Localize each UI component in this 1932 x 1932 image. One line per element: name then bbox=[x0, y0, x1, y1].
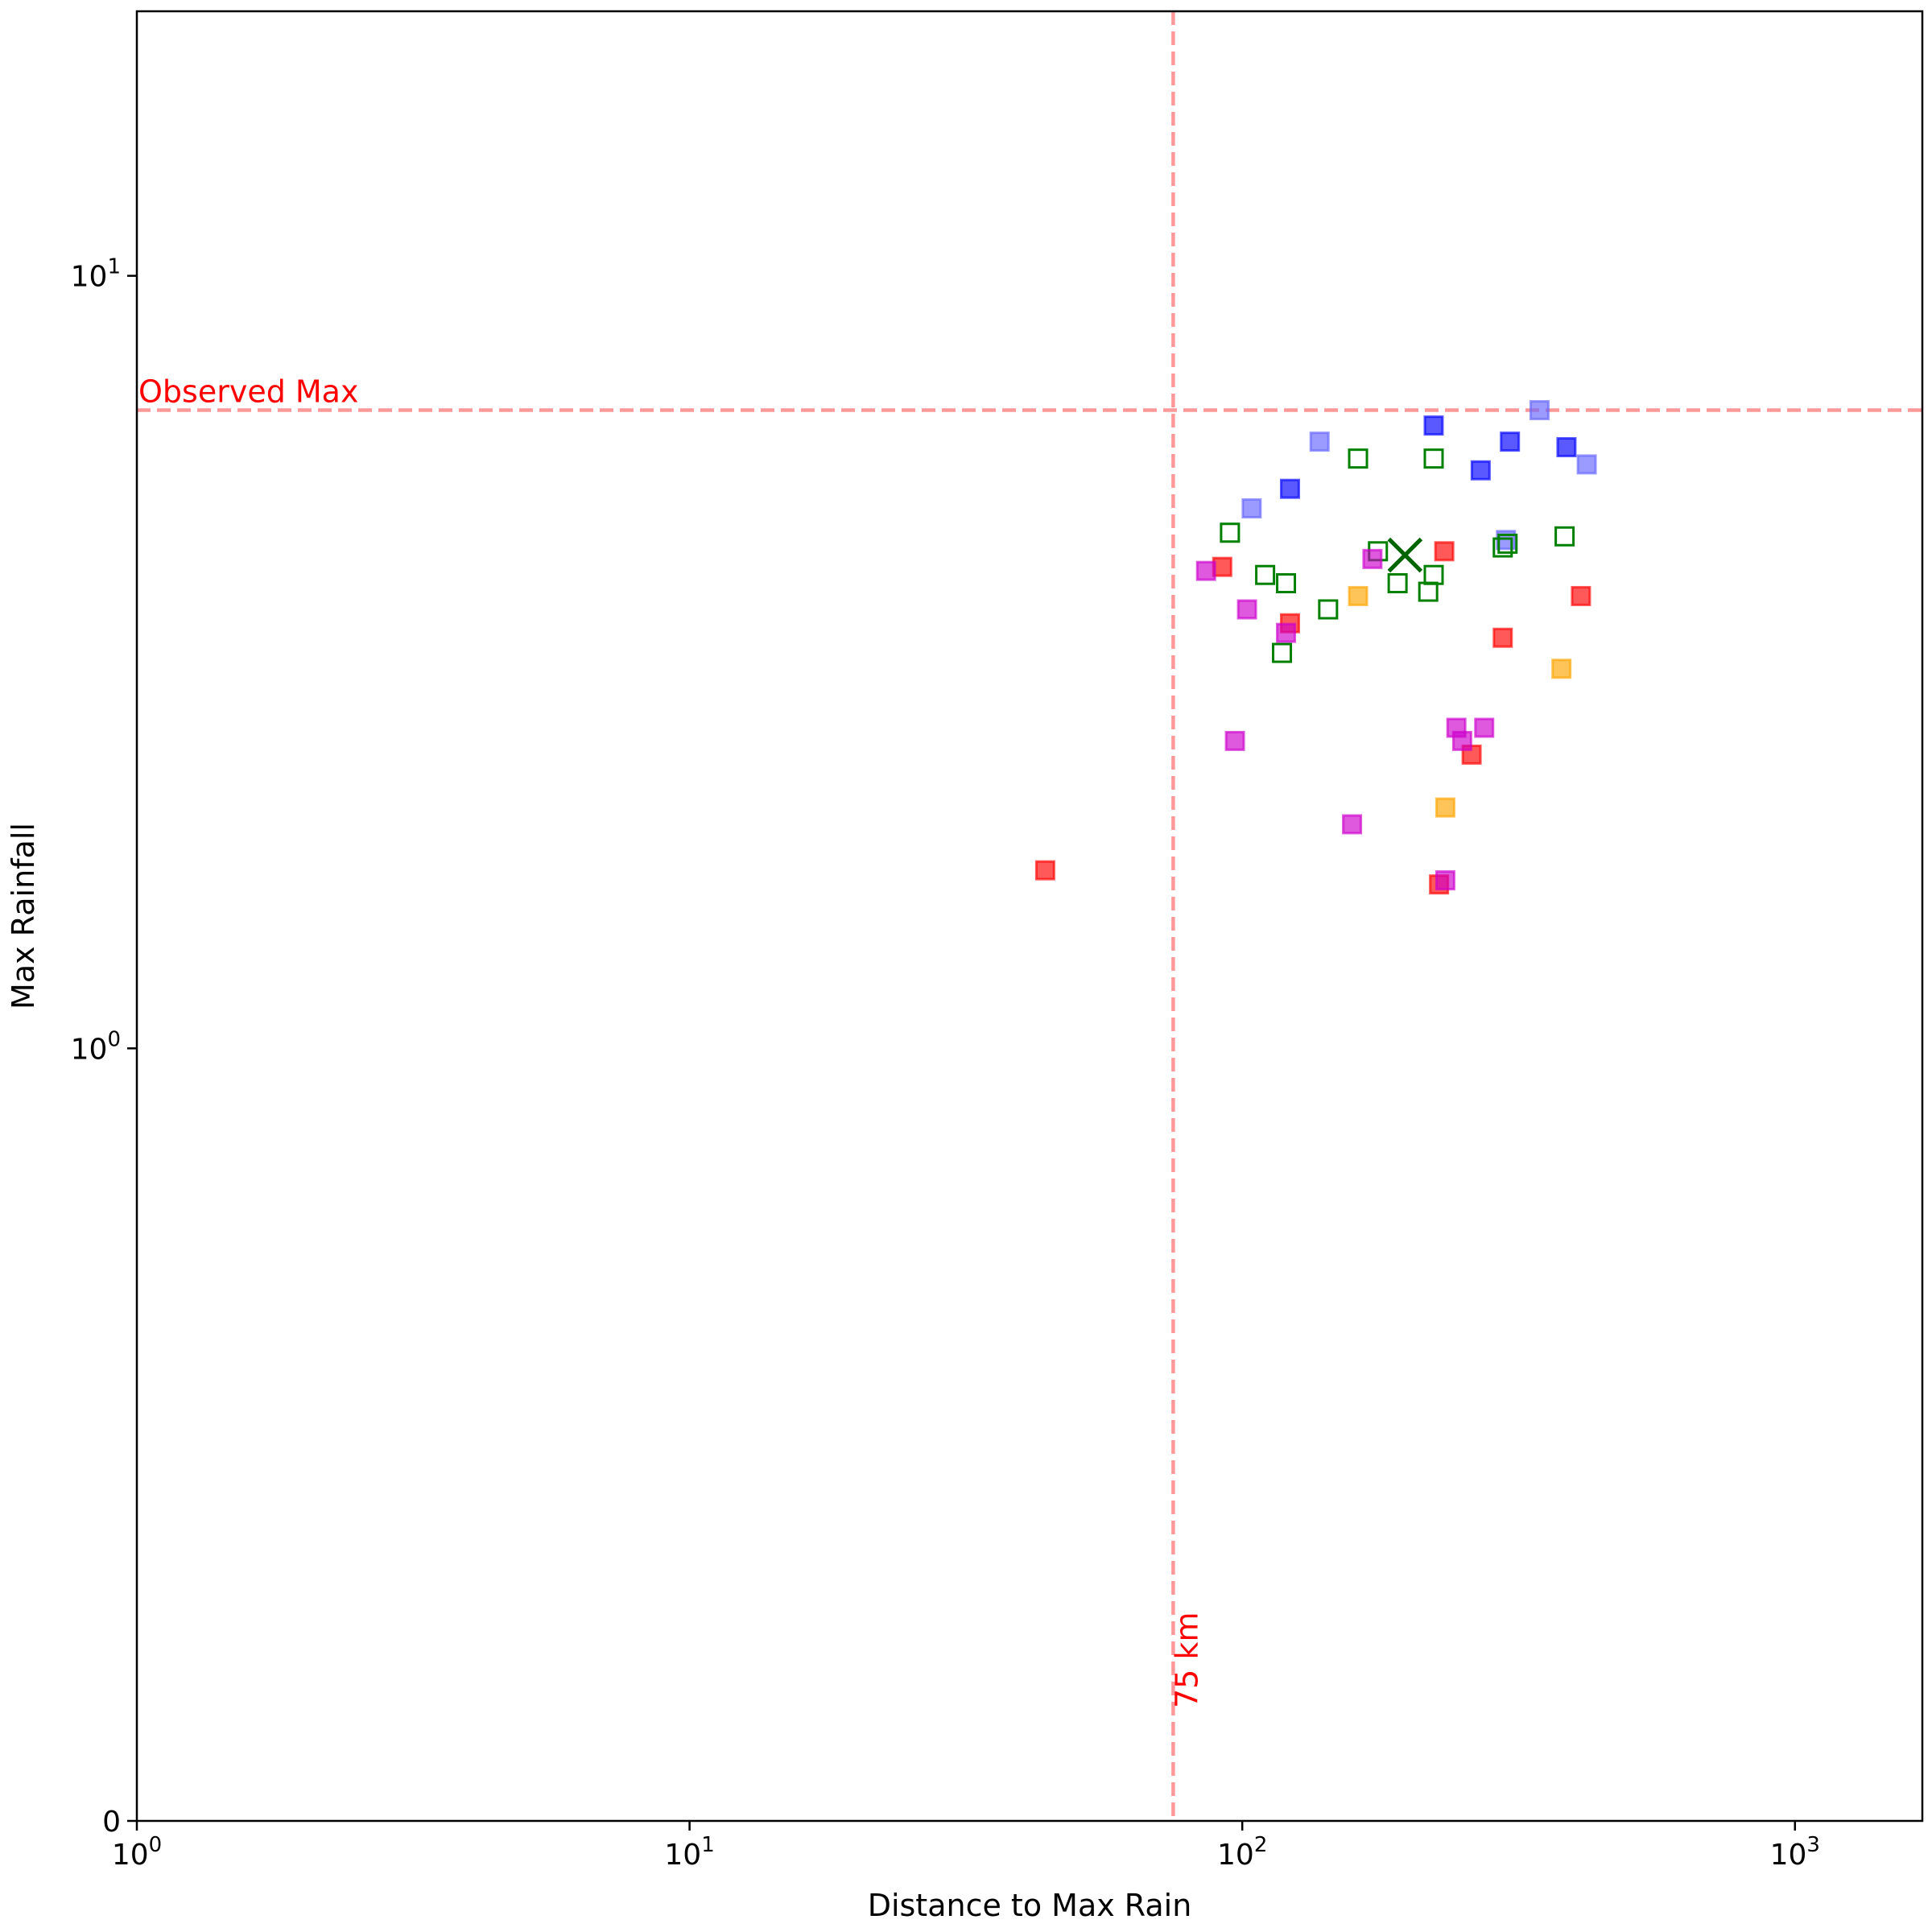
data-point bbox=[1529, 400, 1550, 421]
data-point bbox=[1423, 415, 1444, 436]
data-point bbox=[1309, 431, 1330, 452]
y-axis-ticks: 0 100 101 bbox=[71, 255, 137, 1839]
data-point bbox=[1224, 730, 1245, 751]
data-point bbox=[1551, 658, 1572, 679]
data-point bbox=[1387, 573, 1408, 594]
data-point bbox=[1236, 599, 1257, 620]
x-marker bbox=[1387, 537, 1423, 573]
x-tick-label: 102 bbox=[1217, 1833, 1267, 1872]
data-point bbox=[1362, 548, 1383, 569]
x-tick-label: 103 bbox=[1770, 1833, 1820, 1872]
data-point bbox=[1276, 622, 1297, 643]
data-point bbox=[1279, 478, 1300, 499]
data-point bbox=[1576, 454, 1597, 475]
data-point bbox=[1348, 585, 1368, 606]
data-point bbox=[1554, 526, 1575, 547]
plot-frame bbox=[135, 10, 1924, 1823]
data-point bbox=[1474, 717, 1495, 738]
data-point bbox=[1241, 498, 1262, 519]
data-point bbox=[1556, 437, 1577, 458]
reference-lines: Observed Max 75 km bbox=[137, 11, 1922, 1821]
y-tick-label: 100 bbox=[71, 1027, 121, 1066]
data-points bbox=[1034, 400, 1597, 895]
data-point bbox=[1571, 585, 1591, 606]
data-point bbox=[1276, 573, 1297, 594]
data-point bbox=[1451, 730, 1472, 751]
y-tick-label: 0 bbox=[102, 1806, 121, 1839]
special-markers bbox=[1387, 537, 1423, 573]
data-point bbox=[1492, 627, 1513, 648]
data-point bbox=[1423, 448, 1444, 469]
data-point bbox=[1318, 599, 1339, 620]
data-point bbox=[1435, 870, 1455, 891]
data-point bbox=[1497, 533, 1518, 554]
x-axis-ticks: 100 101 102 103 bbox=[112, 1821, 1820, 1872]
x-tick-label: 100 bbox=[112, 1833, 162, 1872]
distance-threshold-label: 75 km bbox=[1169, 1612, 1204, 1708]
data-point bbox=[1434, 541, 1455, 562]
data-point bbox=[1195, 560, 1216, 581]
data-point bbox=[1500, 431, 1521, 452]
data-point bbox=[1255, 564, 1276, 585]
data-point bbox=[1470, 460, 1491, 481]
data-point bbox=[1220, 522, 1241, 543]
data-point bbox=[1272, 642, 1293, 663]
observed-max-label: Observed Max bbox=[138, 374, 358, 410]
y-axis-label: Max Rainfall bbox=[6, 823, 41, 1009]
x-tick-label: 101 bbox=[664, 1833, 714, 1872]
data-point bbox=[1435, 797, 1455, 818]
data-point bbox=[1034, 860, 1055, 881]
y-tick-label: 101 bbox=[71, 255, 121, 294]
data-point bbox=[1423, 564, 1444, 585]
data-point bbox=[1492, 537, 1513, 558]
data-point bbox=[1342, 814, 1363, 835]
data-point bbox=[1348, 448, 1368, 469]
x-axis-label: Distance to Max Rain bbox=[868, 1888, 1192, 1923]
